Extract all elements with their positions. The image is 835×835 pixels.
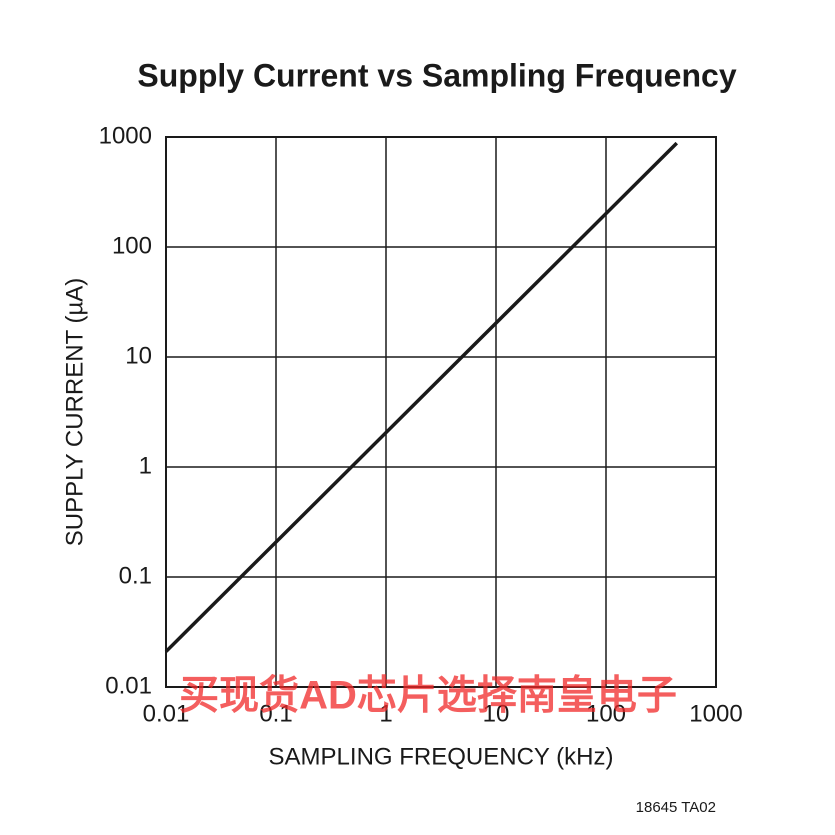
x-tick-label: 1000 bbox=[689, 700, 742, 727]
y-axis-label: SUPPLY CURRENT (µA) bbox=[61, 278, 88, 547]
y-tick-label: 0.1 bbox=[119, 562, 152, 589]
x-axis-label: SAMPLING FREQUENCY (kHz) bbox=[269, 743, 614, 770]
y-tick-label: 10 bbox=[125, 342, 152, 369]
chart-title: Supply Current vs Sampling Frequency bbox=[137, 57, 736, 93]
watermark: 买现货AD芯片选择南皇电子 bbox=[179, 674, 677, 718]
y-tick-label: 1 bbox=[139, 452, 152, 479]
plot-frame bbox=[165, 136, 717, 688]
figure-note: 18645 TA02 bbox=[636, 799, 716, 816]
x-tick-label: 0.01 bbox=[143, 700, 190, 727]
x-tick-label: 100 bbox=[586, 700, 626, 727]
data-line bbox=[164, 141, 679, 653]
y-tick-label: 100 bbox=[112, 232, 152, 259]
x-tick-label: 0.1 bbox=[259, 700, 292, 727]
x-tick-label: 10 bbox=[483, 700, 510, 727]
y-tick-label: 1000 bbox=[99, 122, 152, 149]
x-tick-label: 1 bbox=[379, 700, 392, 727]
y-tick-label: 0.01 bbox=[105, 672, 152, 699]
